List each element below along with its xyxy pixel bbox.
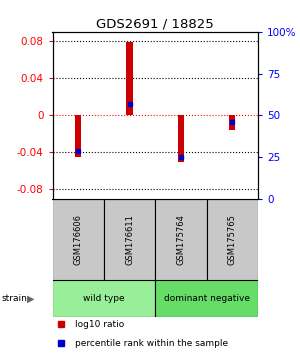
Bar — [52, 280, 155, 317]
Text: dominant negative: dominant negative — [164, 294, 250, 303]
Text: wild type: wild type — [83, 294, 125, 303]
Bar — [75, 115, 81, 157]
Bar — [127, 42, 133, 115]
Title: GDS2691 / 18825: GDS2691 / 18825 — [96, 18, 214, 31]
Bar — [52, 199, 104, 280]
Bar — [207, 199, 258, 280]
Bar — [155, 199, 207, 280]
Bar — [155, 280, 258, 317]
Text: percentile rank within the sample: percentile rank within the sample — [75, 339, 228, 348]
Bar — [178, 115, 184, 161]
Text: strain: strain — [2, 294, 27, 303]
Bar — [229, 115, 236, 130]
Text: GSM176606: GSM176606 — [74, 214, 83, 265]
Text: GSM176611: GSM176611 — [125, 214, 134, 265]
Bar — [104, 199, 155, 280]
Text: GSM175765: GSM175765 — [228, 214, 237, 265]
Text: GSM175764: GSM175764 — [176, 214, 185, 265]
Text: ▶: ▶ — [27, 293, 34, 304]
Text: log10 ratio: log10 ratio — [75, 320, 124, 329]
